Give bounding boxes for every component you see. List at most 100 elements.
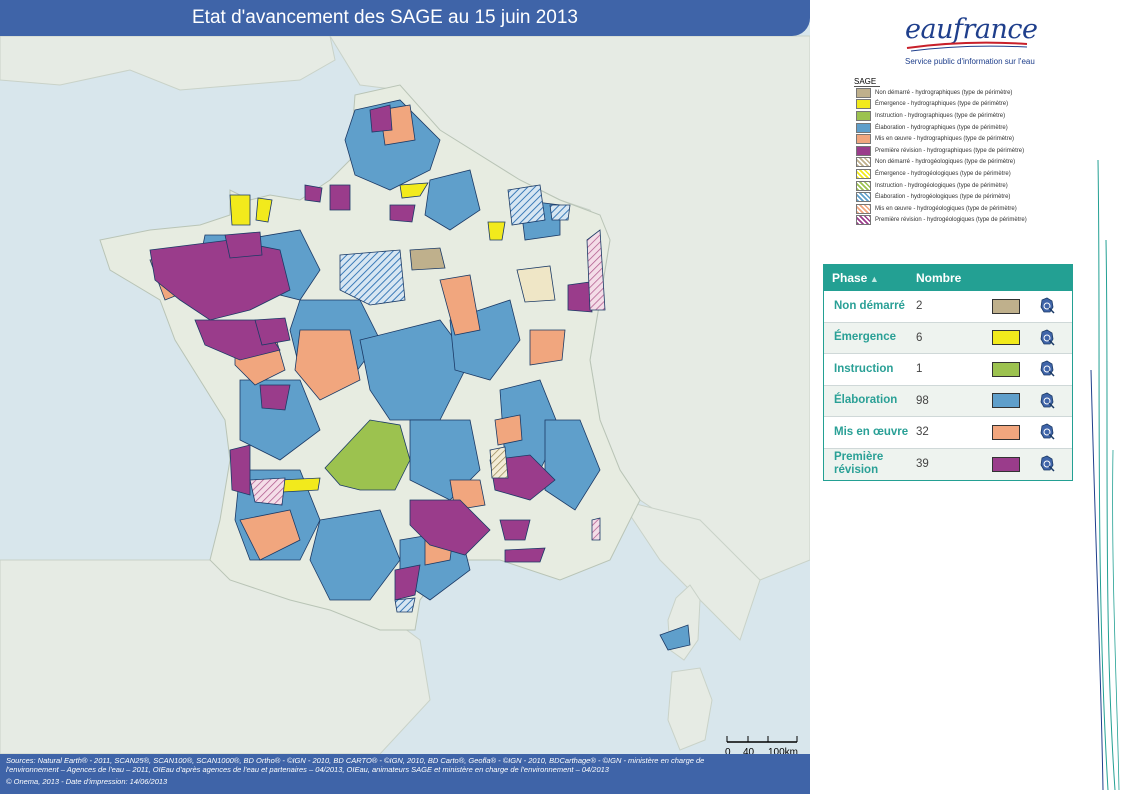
legend-swatch <box>856 192 871 203</box>
phase-name: Élaboration <box>834 394 898 407</box>
legend-title: SAGE <box>854 77 880 87</box>
legend-item: Non démarré - hydrographiques (type de p… <box>856 87 1054 99</box>
legend-label: Émergence - hydrographiques (type de pér… <box>875 101 1009 108</box>
phase-count: 1 <box>916 363 923 376</box>
zoom-to-map-icon[interactable] <box>1038 329 1056 347</box>
phase-count: 98 <box>916 394 929 407</box>
sage-legend: SAGE Non démarré - hydrographiques (type… <box>854 77 1054 226</box>
phase-name: Instruction <box>834 362 894 375</box>
legend-label: Émergence - hydrogéologiques (type de pé… <box>875 170 1011 177</box>
legend-label: Mis en œuvre - hydrographiques (type de … <box>875 136 1015 143</box>
legend-item: Première révision - hydrogéologiques (ty… <box>856 215 1054 227</box>
phase-color-swatch <box>992 298 1020 314</box>
map-canvas[interactable] <box>0 0 810 794</box>
legend-item: Instruction - hydrogéologiques (type de … <box>856 180 1054 192</box>
side-panel: eaufrance Service public d'information s… <box>810 0 1123 794</box>
footer-line-2: l'environnement – Agences de l'eau – 201… <box>6 765 609 774</box>
phase-count: 6 <box>916 331 923 344</box>
legend-rows: Non démarré - hydrographiques (type de p… <box>854 87 1054 226</box>
zoom-to-map-icon[interactable] <box>1038 455 1056 473</box>
map-title: Etat d'avancement des SAGE au 15 juin 20… <box>192 7 578 28</box>
legend-item: Émergence - hydrographiques (type de pér… <box>856 99 1054 111</box>
legend-label: Non démarré - hydrographiques (type de p… <box>875 89 1013 96</box>
count-column-header[interactable]: Nombre <box>916 271 962 285</box>
legend-item: Non démarré - hydrogéologiques (type de … <box>856 157 1054 169</box>
phase-row[interactable]: Instruction 1 <box>824 354 1072 386</box>
phase-color-swatch <box>992 456 1020 472</box>
legend-label: Non démarré - hydrogéologiques (type de … <box>875 159 1016 166</box>
legend-item: Élaboration - hydrogéologiques (type de … <box>856 191 1054 203</box>
legend-swatch <box>856 168 871 179</box>
legend-label: Instruction - hydrographiques (type de p… <box>875 112 1006 119</box>
phase-row[interactable]: Non démarré 2 <box>824 291 1072 323</box>
scale-bar-line <box>726 736 798 743</box>
sage-emergence-areas[interactable] <box>229 182 506 493</box>
legend-item: Élaboration - hydrographiques (type de p… <box>856 122 1054 134</box>
legend-swatch <box>856 145 871 156</box>
legend-label: Élaboration - hydrogéologiques (type de … <box>875 194 1011 201</box>
decorative-lines <box>1090 159 1120 791</box>
legend-swatch <box>856 215 871 226</box>
phase-table-header: Phase ▲ Nombre <box>824 265 1072 291</box>
zoom-to-map-icon[interactable] <box>1038 392 1056 410</box>
phase-color-swatch <box>992 330 1020 346</box>
zoom-to-map-icon[interactable] <box>1038 297 1056 315</box>
footer-line-1: Sources: Natural Earth® - 2011, SCAN25®,… <box>6 756 705 765</box>
map-panel[interactable]: Etat d'avancement des SAGE au 15 juin 20… <box>0 0 810 794</box>
eaufrance-logo[interactable]: eaufrance <box>905 14 1038 45</box>
legend-swatch <box>856 99 871 110</box>
phase-row[interactable]: Mis en œuvre 32 <box>824 417 1072 449</box>
zoom-to-map-icon[interactable] <box>1038 423 1056 441</box>
phase-name: Émergence <box>834 331 897 344</box>
legend-item: Première révision - hydrographiques (typ… <box>856 145 1054 157</box>
legend-swatch <box>856 87 871 98</box>
legend-item: Émergence - hydrogéologiques (type de pé… <box>856 168 1054 180</box>
legend-swatch <box>856 180 871 191</box>
legend-label: Première révision - hydrographiques (typ… <box>875 147 1025 154</box>
footer-line-3: © Onema, 2013 - Date d'impression: 14/06… <box>6 777 168 786</box>
phase-table-body: Non démarré 2 Émergence 6 Instruction 1 Élabor… <box>824 291 1072 480</box>
sage-hydrogeologique-areas[interactable] <box>249 184 606 613</box>
legend-item: Mis en œuvre - hydrogéologiques (type de… <box>856 203 1054 215</box>
phase-count: 2 <box>916 300 923 313</box>
zoom-to-map-icon[interactable] <box>1038 360 1056 378</box>
legend-swatch <box>856 134 871 145</box>
sage-instruction-area[interactable] <box>324 419 411 491</box>
scale-tick-40: 40 <box>743 747 755 758</box>
map-title-bar: Etat d'avancement des SAGE au 15 juin 20… <box>0 0 810 36</box>
legend-label: Instruction - hydrogéologiques (type de … <box>875 182 1008 189</box>
phase-column-header[interactable]: Phase ▲ <box>824 271 916 285</box>
sage-non-demarre-areas[interactable] <box>409 247 556 303</box>
phase-column-label: Phase <box>832 271 868 285</box>
legend-label: Première révision - hydrogéologiques (ty… <box>875 217 1027 224</box>
phase-row[interactable]: Émergence 6 <box>824 322 1072 354</box>
phase-count: 32 <box>916 426 929 439</box>
phase-row[interactable]: Élaboration 98 <box>824 385 1072 417</box>
phase-count: 39 <box>916 458 929 471</box>
phase-name: Non démarré <box>834 299 905 312</box>
scale-tick-100: 100km <box>768 747 799 758</box>
phase-color-swatch <box>992 424 1020 440</box>
legend-swatch <box>856 110 871 121</box>
sort-ascending-icon[interactable]: ▲ <box>867 274 879 284</box>
phase-name: Mis en œuvre <box>834 425 909 438</box>
legend-label: Mis en œuvre - hydrogéologiques (type de… <box>875 205 1017 212</box>
phase-table: Phase ▲ Nombre Non démarré 2 Émergence 6 Ins… <box>823 264 1073 481</box>
phase-row[interactable]: Première révision 39 <box>824 448 1072 480</box>
scale-bar: 0 40 100km <box>723 732 803 759</box>
phase-color-swatch <box>992 393 1020 409</box>
legend-item: Instruction - hydrographiques (type de p… <box>856 110 1054 122</box>
legend-swatch <box>856 122 871 133</box>
phase-color-swatch <box>992 361 1020 377</box>
legend-swatch <box>856 203 871 214</box>
map-footer-sources: Sources: Natural Earth® - 2011, SCAN25®,… <box>0 754 810 794</box>
legend-swatch <box>856 157 871 168</box>
sage-premiere-revision-areas[interactable] <box>149 104 593 601</box>
legend-label: Élaboration - hydrographiques (type de p… <box>875 124 1008 131</box>
logo-swoosh-icon <box>906 41 1028 52</box>
legend-item: Mis en œuvre - hydrographiques (type de … <box>856 133 1054 145</box>
phase-name: Première révision <box>834 451 884 477</box>
scale-tick-0: 0 <box>725 747 731 758</box>
logo-tagline: Service public d'information sur l'eau <box>905 57 1035 66</box>
sardinia-land <box>667 667 713 751</box>
